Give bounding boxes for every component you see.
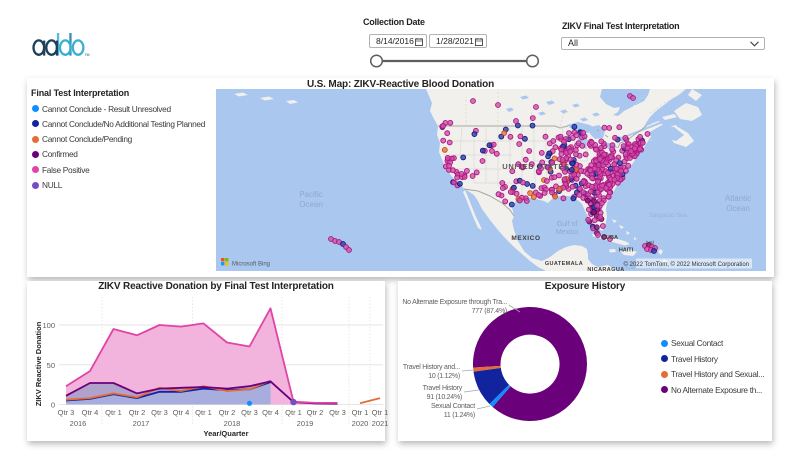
svg-text:TM: TM xyxy=(85,53,90,57)
svg-text:ZIKV Reactive Donation: ZIKV Reactive Donation xyxy=(34,321,43,406)
svg-text:GUATEMALA: GUATEMALA xyxy=(545,261,583,267)
svg-text:Qtr 2: Qtr 2 xyxy=(307,408,324,417)
svg-text:Sargasso Sea: Sargasso Sea xyxy=(649,213,687,219)
svg-text:Microsoft Bing: Microsoft Bing xyxy=(232,262,270,268)
svg-text:Travel History: Travel History xyxy=(423,385,463,392)
svg-text:Year/Quarter: Year/Quarter xyxy=(203,429,248,438)
svg-text:Ocean: Ocean xyxy=(299,200,323,209)
svg-text:2020: 2020 xyxy=(352,419,369,428)
svg-text:Qtr 3: Qtr 3 xyxy=(241,408,258,417)
svg-text:Qtr 1: Qtr 1 xyxy=(372,408,389,417)
svg-text:Qtr 2: Qtr 2 xyxy=(219,408,236,417)
svg-text:2017: 2017 xyxy=(133,419,150,428)
svg-text:11 (1.24%): 11 (1.24%) xyxy=(444,412,475,419)
svg-text:0: 0 xyxy=(51,401,55,410)
svg-text:No Alternate Exposure through: No Alternate Exposure through Tra... xyxy=(402,299,507,306)
svg-text:Pacific: Pacific xyxy=(299,190,323,199)
svg-text:Qtr 3: Qtr 3 xyxy=(151,408,168,417)
svg-text:(US): (US) xyxy=(646,240,655,245)
svg-text:CUBA: CUBA xyxy=(602,235,618,241)
svg-text:Qtr 4: Qtr 4 xyxy=(262,408,279,417)
svg-text:HAITI: HAITI xyxy=(619,248,634,254)
svg-text:Qtr 1: Qtr 1 xyxy=(352,408,369,417)
svg-text:Travel History and...: Travel History and... xyxy=(403,364,460,371)
svg-text:10 (1.12%): 10 (1.12%) xyxy=(428,373,460,380)
svg-text:Sexual Contact: Sexual Contact xyxy=(431,403,475,410)
svg-text:2019: 2019 xyxy=(297,419,314,428)
svg-text:UNITED STATES: UNITED STATES xyxy=(502,162,570,171)
svg-text:Qtr 1: Qtr 1 xyxy=(285,408,302,417)
svg-text:Qtr 2: Qtr 2 xyxy=(129,408,146,417)
svg-text:Qtr 4: Qtr 4 xyxy=(173,408,190,417)
svg-text:MEXICO: MEXICO xyxy=(511,235,540,242)
svg-text:777 (87.4%): 777 (87.4%) xyxy=(472,308,507,315)
svg-text:Gulf of: Gulf of xyxy=(557,221,578,228)
svg-text:Qtr 3: Qtr 3 xyxy=(329,408,346,417)
svg-text:2018: 2018 xyxy=(224,419,241,428)
svg-text:Qtr 1: Qtr 1 xyxy=(105,408,122,417)
svg-text:Qtr 4: Qtr 4 xyxy=(82,408,99,417)
svg-text:© 2022 TomTom, © 2022 Microsof: © 2022 TomTom, © 2022 Microsoft Corporat… xyxy=(624,261,749,268)
svg-text:Ocean: Ocean xyxy=(726,204,750,213)
svg-text:Mexico: Mexico xyxy=(556,229,578,236)
svg-text:Atlantic: Atlantic xyxy=(725,194,751,203)
svg-text:2016: 2016 xyxy=(70,419,87,428)
svg-text:Qtr 1: Qtr 1 xyxy=(195,408,212,417)
svg-text:2021: 2021 xyxy=(372,419,389,428)
svg-text:Qtr 3: Qtr 3 xyxy=(58,408,75,417)
svg-text:100: 100 xyxy=(42,321,55,330)
svg-text:NICARAGUA: NICARAGUA xyxy=(587,267,624,271)
svg-text:91 (10.24%): 91 (10.24%) xyxy=(427,394,462,401)
svg-text:50: 50 xyxy=(47,361,55,370)
